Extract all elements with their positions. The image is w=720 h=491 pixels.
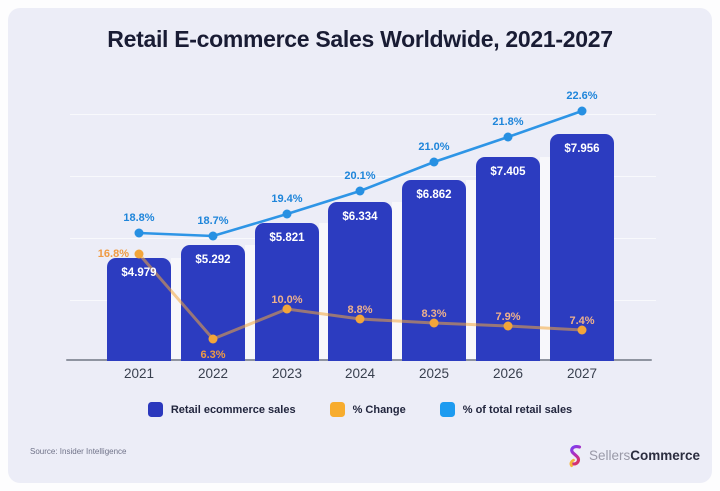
pct-total-dot-2027 [577,106,587,116]
pct-total-dot-2026 [503,132,513,142]
pct-change-label-2025: 8.3% [421,308,447,320]
pct-total-dot-2021 [134,228,144,238]
bar-gap [466,180,476,361]
bar-gap [392,202,402,361]
year-label-2026: 2026 [492,366,524,381]
pct-total-label-2022: 18.7% [197,215,229,227]
pct-total-label-2021: 18.8% [123,212,155,224]
bar-value-label-2022: $5.292 [195,254,231,266]
pct-total-dot-2025 [429,157,439,167]
year-label-2025: 2025 [418,366,450,381]
legend-item-0: Retail ecommerce sales [147,402,296,417]
legend-label-1: % Change [352,403,406,416]
pct-change-label-2024: 8.8% [347,304,373,316]
pct-change-dot-2026 [503,321,513,331]
chart-lines-layer [8,8,712,483]
bar-gap [245,245,255,361]
pct-change-dot-2024 [355,314,365,324]
chart-canvas: Retail E-commerce Sales Worldwide, 2021-… [8,8,712,483]
year-label-2023: 2023 [271,366,303,381]
gridline-1 [70,176,656,177]
bar-value-label-2021: $4.979 [121,267,157,279]
bar-2024 [328,202,392,361]
pct-total-label-2026: 21.8% [492,116,524,128]
pct-total-dot-2022 [208,231,218,241]
bar-value-label-2023: $5.821 [269,232,305,244]
bar-2027 [550,134,614,361]
brand-name: SellersCommerce [589,445,700,467]
bar-2025 [402,180,466,361]
page-title: Retail E-commerce Sales Worldwide, 2021-… [107,26,613,52]
year-label-2027: 2027 [566,366,598,381]
gridline-0 [70,114,656,115]
pct-change-dot-2027 [577,325,587,335]
bar-value-label-2027: $7.956 [564,143,600,155]
bar-value-label-2024: $6.334 [342,211,378,223]
source-note: Source: Insider Intelligence [30,447,127,456]
pct-change-label-2021: 16.8% [97,248,129,260]
sellers-commerce-icon [566,444,584,468]
legend-label-2: % of total retail sales [462,403,573,416]
pct-change-dot-2021 [134,249,144,259]
legend-swatch-0 [147,402,163,417]
legend-label-0: Retail ecommerce sales [170,403,296,416]
pct-change-label-2023: 10.0% [271,294,303,306]
bar-value-label-2025: $6.862 [416,189,452,201]
pct-change-dot-2023 [282,304,292,314]
pct-change-label-2022: 6.3% [200,349,226,361]
year-label-2022: 2022 [197,366,229,381]
pct-total-label-2025: 21.0% [418,141,450,153]
bar-gap [540,157,550,361]
pct-total-label-2023: 19.4% [271,193,303,205]
chart-legend: Retail ecommerce sales % Change % of total… [8,402,712,417]
legend-item-2: % of total retail sales [439,402,573,417]
pct-change-label-2027: 7.4% [569,315,595,327]
pct-change-label-2026: 7.9% [495,311,521,323]
pct-change-dot-2025 [429,318,439,328]
legend-swatch-1 [329,402,345,417]
legend-swatch-2 [439,402,455,417]
bar-value-label-2026: $7.405 [490,166,526,178]
bar-2023 [255,223,319,361]
legend-item-1: % Change [329,402,406,417]
pct-total-label-2027: 22.6% [566,90,598,102]
year-label-2021: 2021 [123,366,155,381]
pct-total-dot-2024 [355,186,365,196]
pct-change-dot-2022 [208,334,218,344]
infographic-card: Retail E-commerce Sales Worldwide, 2021-… [8,8,712,483]
brand-logo: SellersCommerce [566,444,700,468]
bar-2021 [107,258,171,361]
brand-name-light: Sellers [588,448,631,463]
pct-total-label-2024: 20.1% [344,170,376,182]
year-label-2024: 2024 [344,366,376,381]
brand-name-bold: Commerce [630,448,700,463]
bar-gap [171,258,181,361]
bar-gap [319,223,328,361]
pct-total-dot-2023 [282,209,292,219]
